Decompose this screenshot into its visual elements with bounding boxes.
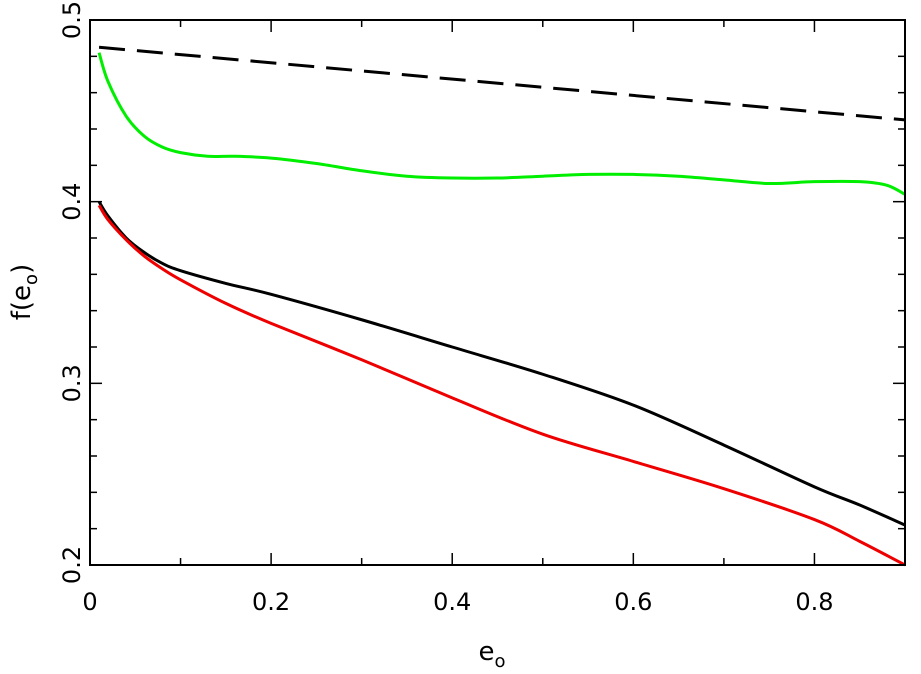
series-line-1 <box>98 45 906 122</box>
x-axis-label-main: e <box>478 637 494 667</box>
series-lines <box>97 45 906 567</box>
y-axis-label-suffix: ) <box>7 264 37 274</box>
y-axis-label: f(eo) <box>7 264 42 320</box>
x-tick-label: 0.6 <box>614 588 652 616</box>
series-line-2 <box>97 52 906 196</box>
y-axis-label-prefix: f(e <box>7 285 37 320</box>
x-tick-label: 0.4 <box>433 588 471 616</box>
plot-frame <box>89 19 906 566</box>
y-tick-label: 0.2 <box>58 546 86 584</box>
x-axis-label: eo <box>478 637 505 672</box>
series-line-3 <box>97 200 906 527</box>
x-tick-label: 0 <box>82 588 97 616</box>
series-line-4 <box>97 204 906 567</box>
tick-labels: 0 0.2 0.4 0.6 0.8 0.2 0.3 0.4 0.5 <box>58 1 834 616</box>
x-tick-label: 0.2 <box>252 588 290 616</box>
tick-marks <box>89 19 906 566</box>
y-tick-label: 0.3 <box>58 364 86 402</box>
x-axis-label-sub: o <box>494 651 505 672</box>
x-tick-label: 0.8 <box>795 588 833 616</box>
y-axis-label-sub: o <box>21 274 42 285</box>
y-tick-label: 0.4 <box>58 183 86 221</box>
y-tick-label: 0.5 <box>58 1 86 39</box>
